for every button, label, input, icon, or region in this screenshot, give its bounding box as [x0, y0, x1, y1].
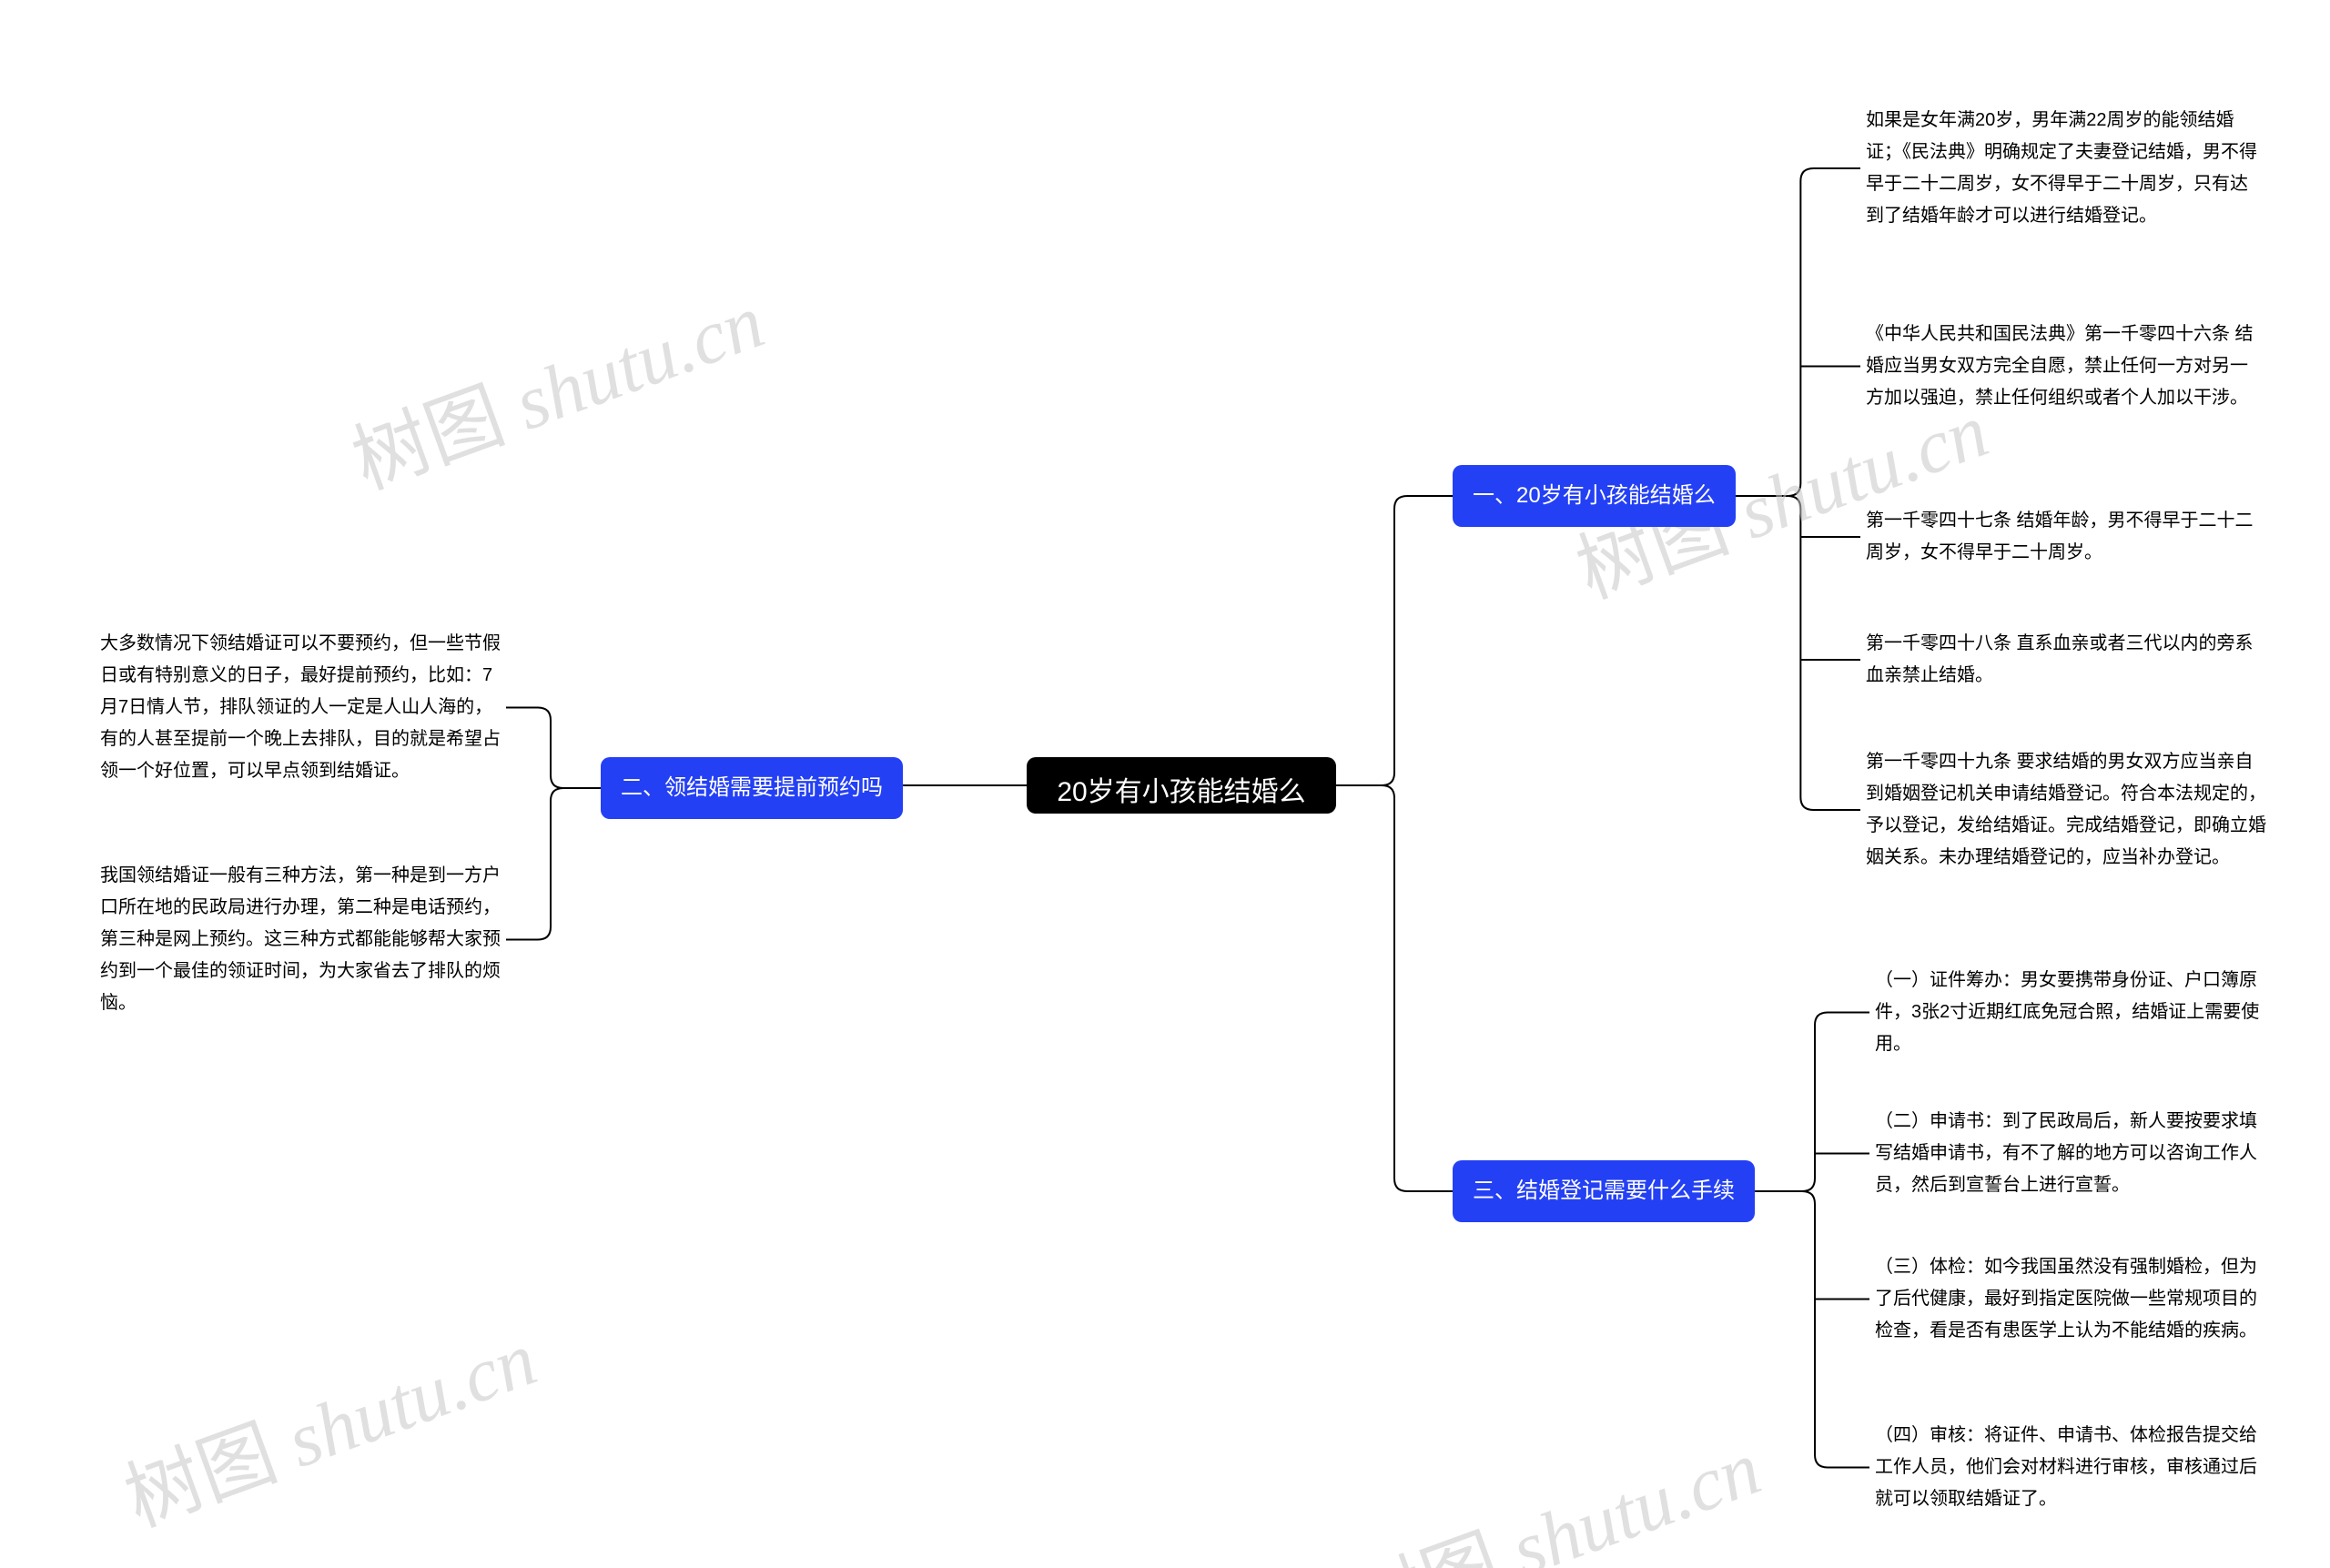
connector-path: [1788, 168, 1860, 496]
connector-path: [506, 788, 563, 940]
leaf-node: 《中华人民共和国民法典》第一千零四十六条 结婚应当男女双方完全自愿，禁止任何一方…: [1866, 319, 2257, 414]
mindmap-canvas: 树图 shutu.cn树图 shutu.cn树图 shutu.cn树图 shut…: [0, 0, 2330, 1568]
leaf-node: 如果是女年满20岁，男年满22周岁的能领结婚证；《民法典》明确规定了夫妻登记结婚…: [1866, 105, 2257, 232]
connector-path: [506, 708, 563, 789]
leaf-node: 我国领结婚证一般有三种方法，第一种是到一方户口所在地的民政局进行办理，第二种是电…: [100, 860, 501, 1019]
branch-node-r2[interactable]: 三、结婚登记需要什么手续: [1453, 1160, 1755, 1222]
connector-path: [1802, 1013, 1869, 1192]
leaf-node: 大多数情况下领结婚证可以不要预约，但一些节假日或有特别意义的日子，最好提前预约，…: [100, 628, 501, 787]
leaf-node: （一）证件筹办：男女要携带身份证、户口簿原件，3张2寸近期红底免冠合照，结婚证上…: [1875, 965, 2266, 1060]
watermark: 树图 shutu.cn: [1332, 1407, 1773, 1568]
leaf-node: 第一千零四十九条 要求结婚的男女双方应当亲自到婚姻登记机关申请结婚登记。符合本法…: [1866, 746, 2266, 874]
leaf-node: 第一千零四十七条 结婚年龄，男不得早于二十二周岁，女不得早于二十周岁。: [1866, 505, 2257, 569]
leaf-node: （三）体检：如今我国虽然没有强制婚检，但为了后代健康，最好到指定医院做一些常规项…: [1875, 1251, 2266, 1347]
branch-node-l1[interactable]: 二、领结婚需要提前预约吗: [601, 757, 903, 819]
watermark: 树图 shutu.cn: [336, 260, 776, 511]
leaf-node: （二）申请书：到了民政局后，新人要按要求填写结婚申请书，有不了解的地方可以咨询工…: [1875, 1106, 2266, 1201]
leaf-node: 第一千零四十八条 直系血亲或者三代以内的旁系血亲禁止结婚。: [1866, 628, 2257, 692]
connector-path: [1382, 785, 1453, 1191]
connector-path: [1382, 496, 1453, 785]
branch-node-r1[interactable]: 一、20岁有小孩能结婚么: [1453, 465, 1736, 527]
root-node[interactable]: 20岁有小孩能结婚么: [1027, 757, 1336, 814]
connector-path: [1802, 1191, 1869, 1468]
watermark: 树图 shutu.cn: [108, 1298, 549, 1548]
connector-path: [1788, 496, 1860, 810]
leaf-node: （四）审核：将证件、申请书、体检报告提交给工作人员，他们会对材料进行审核，审核通…: [1875, 1420, 2266, 1515]
